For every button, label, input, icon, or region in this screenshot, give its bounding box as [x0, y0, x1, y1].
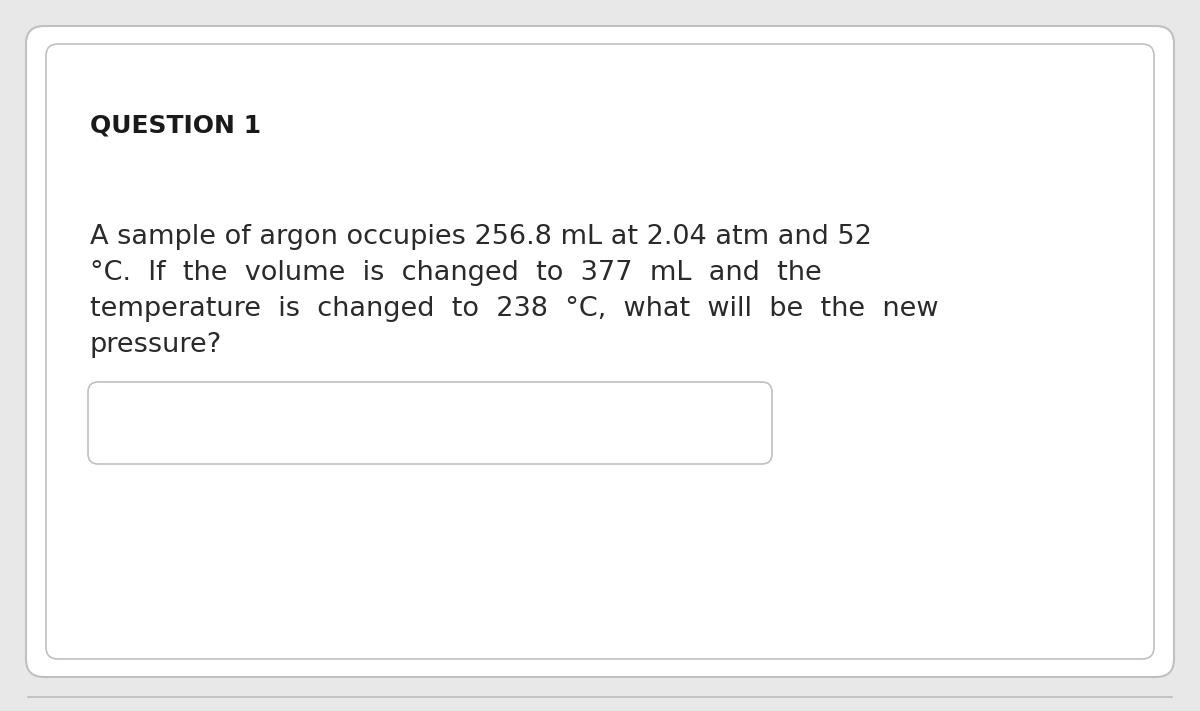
Text: temperature  is  changed  to  238  °C,  what  will  be  the  new: temperature is changed to 238 °C, what w… — [90, 296, 938, 322]
Text: A sample of argon occupies 256.8 mL at 2.04 atm and 52: A sample of argon occupies 256.8 mL at 2… — [90, 224, 872, 250]
Text: pressure?: pressure? — [90, 332, 222, 358]
Text: °C.  If  the  volume  is  changed  to  377  mL  and  the: °C. If the volume is changed to 377 mL a… — [90, 260, 822, 286]
FancyBboxPatch shape — [88, 382, 772, 464]
FancyBboxPatch shape — [46, 44, 1154, 659]
Text: QUESTION 1: QUESTION 1 — [90, 114, 262, 138]
FancyBboxPatch shape — [26, 26, 1174, 677]
